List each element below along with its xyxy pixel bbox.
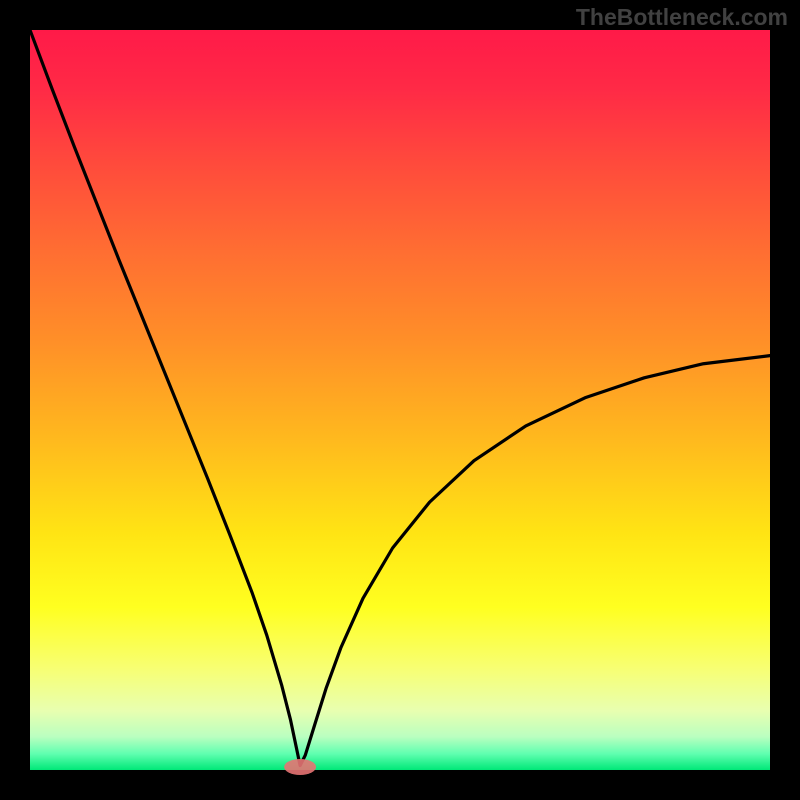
optimum-marker — [284, 759, 316, 775]
chart-svg — [0, 0, 800, 800]
plot-background — [30, 30, 770, 770]
watermark-text: TheBottleneck.com — [576, 4, 788, 31]
bottleneck-chart: TheBottleneck.com — [0, 0, 800, 800]
